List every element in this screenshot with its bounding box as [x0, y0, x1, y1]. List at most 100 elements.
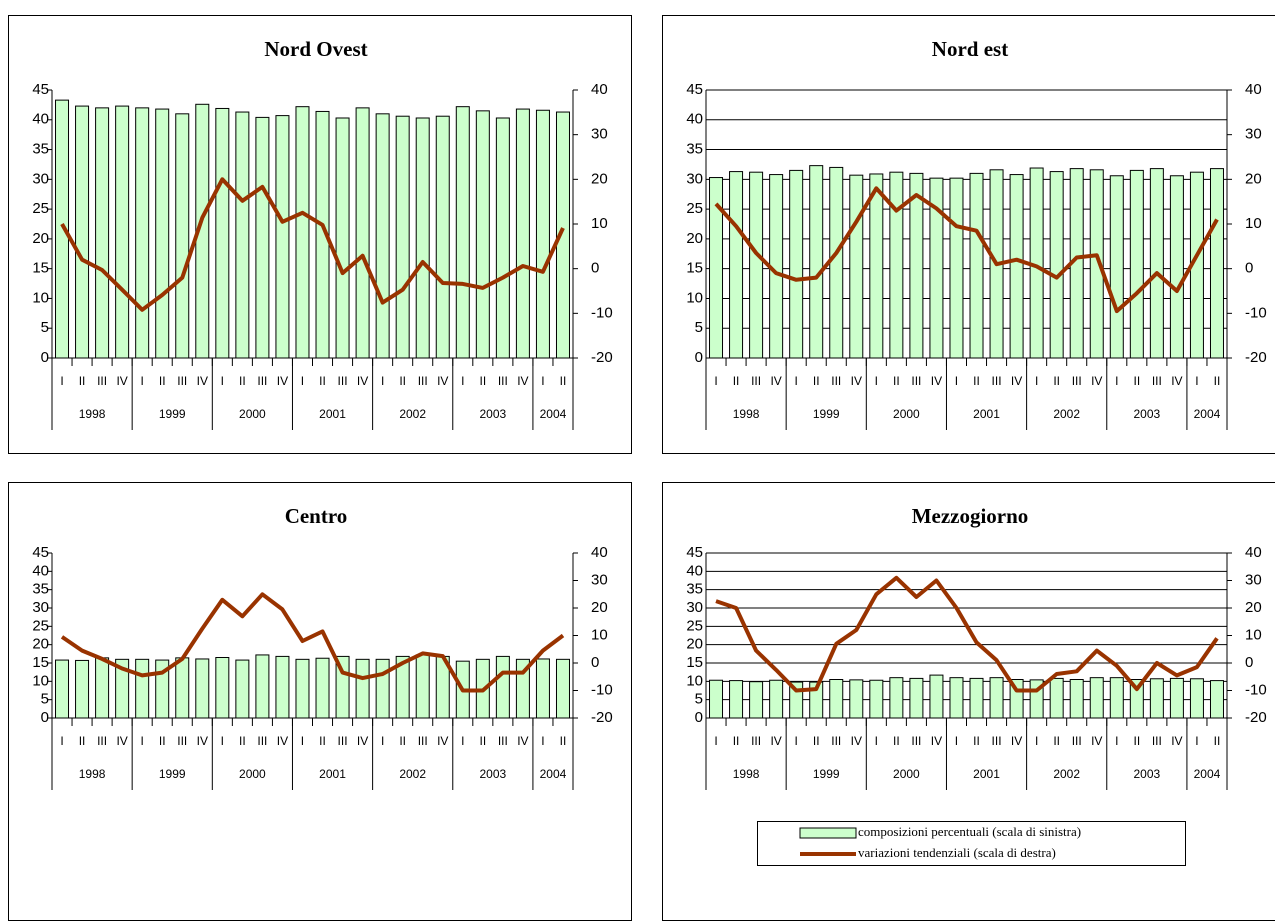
x-tick-label: III: [911, 734, 921, 748]
bar: [275, 655, 290, 719]
bar: [195, 658, 210, 719]
bar: [215, 657, 230, 719]
x-tick-label: I: [875, 374, 878, 388]
y-tick-label: 10: [32, 672, 49, 689]
x-tick-label: IV: [437, 734, 448, 748]
x-tick-label: II: [733, 734, 740, 748]
x-tick-label: II: [319, 374, 326, 388]
bar: [1069, 679, 1084, 719]
line-series: [714, 186, 1219, 314]
bar: [869, 173, 884, 359]
bar: [295, 106, 310, 359]
x-tick-label: I: [221, 374, 224, 388]
x-tick-label: I: [381, 734, 384, 748]
x-tick-label: III: [1072, 374, 1082, 388]
bar: [1209, 168, 1224, 359]
bar: [215, 107, 230, 359]
chart-title: Nord est: [932, 37, 1008, 61]
x-tick-label: I: [141, 374, 144, 388]
x-tick-label: II: [399, 734, 406, 748]
x-tick-label: II: [973, 374, 980, 388]
y-tick-label: 5: [41, 319, 49, 336]
bar: [749, 171, 764, 359]
bar: [749, 681, 764, 719]
x-group-label: 2000: [239, 407, 266, 421]
y2-tick-label: 40: [1245, 544, 1262, 561]
bar: [909, 677, 924, 719]
y-tick-label: 30: [686, 170, 703, 187]
x-tick-label: II: [560, 374, 567, 388]
bar: [809, 165, 824, 359]
x-group-label: 2003: [1133, 767, 1160, 781]
y2-tick-label: -20: [591, 349, 613, 366]
bar: [849, 174, 864, 359]
x-tick-label: IV: [770, 734, 781, 748]
y-tick-label: 35: [32, 141, 49, 158]
x-tick-label: II: [813, 734, 820, 748]
y-tick-label: 25: [686, 200, 703, 217]
y2-tick-label: 0: [591, 260, 599, 277]
x-group-label: 1999: [813, 767, 840, 781]
x-tick-label: III: [1072, 734, 1082, 748]
x-tick-label: IV: [851, 374, 862, 388]
y-tick-label: 0: [41, 709, 49, 726]
y-tick-label: 15: [686, 260, 703, 277]
x-tick-label: IV: [357, 374, 368, 388]
bar: [1049, 677, 1064, 719]
y-tick-label: 20: [686, 230, 703, 247]
x-tick-label: I: [541, 734, 544, 748]
x-tick-label: I: [301, 374, 304, 388]
x-group-label: 2002: [1053, 407, 1080, 421]
x-tick-label: I: [60, 734, 63, 748]
x-tick-label: II: [79, 734, 86, 748]
bar: [275, 115, 290, 359]
x-tick-label: IV: [517, 734, 528, 748]
y2-tick-label: -10: [1245, 681, 1267, 698]
bar: [415, 654, 430, 719]
y2-tick-label: 0: [591, 654, 599, 671]
y-tick-label: 5: [41, 691, 49, 708]
bar: [949, 177, 964, 359]
bar: [375, 113, 390, 359]
y2-tick-label: 30: [591, 571, 608, 588]
x-tick-label: III: [257, 374, 267, 388]
y2-tick-label: -20: [1245, 709, 1267, 726]
x-tick-label: II: [1133, 734, 1140, 748]
x-group-label: 2004: [540, 407, 567, 421]
x-tick-label: I: [1115, 374, 1118, 388]
x-tick-label: III: [1152, 734, 1162, 748]
y-tick-label: 15: [686, 654, 703, 671]
bar: [1109, 175, 1124, 359]
x-tick-label: III: [992, 374, 1002, 388]
bar: [455, 106, 470, 359]
x-group-label: 1999: [159, 407, 186, 421]
line-series: [60, 177, 565, 312]
y-tick-label: 15: [32, 260, 49, 277]
x-tick-label: III: [1152, 374, 1162, 388]
x-tick-label: I: [221, 734, 224, 748]
y-tick-label: 0: [695, 349, 703, 366]
bar: [175, 657, 190, 719]
bar: [95, 107, 110, 359]
legend-label: variazioni tendenziali (scala di destra): [858, 845, 1056, 860]
y-tick-label: 15: [32, 654, 49, 671]
x-tick-label: III: [418, 734, 428, 748]
bar: [515, 108, 530, 359]
x-tick-label: I: [795, 734, 798, 748]
bar: [435, 115, 450, 359]
x-tick-label: III: [831, 374, 841, 388]
x-tick-label: I: [795, 374, 798, 388]
y-tick-label: 20: [32, 230, 49, 247]
y-tick-label: 45: [32, 544, 49, 561]
bar: [95, 657, 110, 719]
x-tick-label: I: [1035, 374, 1038, 388]
x-tick-label: II: [239, 734, 246, 748]
line-series: [715, 575, 1219, 693]
chart-panel: Centro051015202530354045-20-10010203040I…: [8, 482, 632, 921]
x-group-label: 2004: [1194, 407, 1221, 421]
x-group-label: 1999: [813, 407, 840, 421]
x-group-label: 1998: [733, 767, 760, 781]
x-tick-label: IV: [197, 734, 208, 748]
bar: [969, 172, 984, 359]
y-tick-label: 40: [686, 562, 703, 579]
